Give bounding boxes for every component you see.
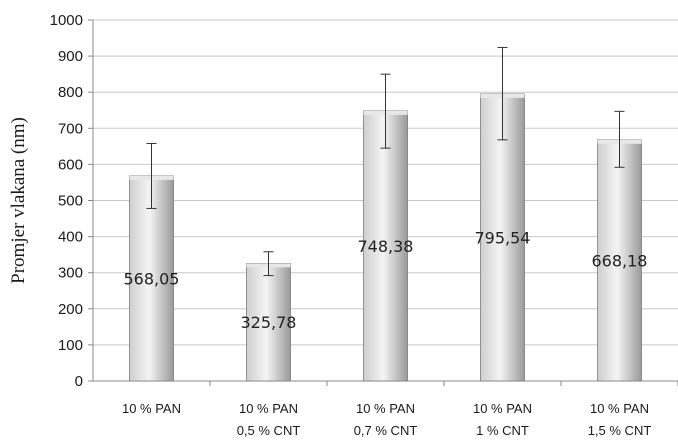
y-tick-label: 400: [58, 229, 83, 246]
y-tick-label: 700: [58, 120, 83, 137]
bar: [246, 262, 291, 382]
data-label: 568,05: [124, 269, 180, 288]
bar: [597, 139, 642, 382]
data-label: 668,18: [592, 251, 648, 270]
data-label: 795,54: [475, 228, 531, 247]
x-category-label: 0,7 % CNT: [354, 423, 418, 438]
x-category-label: 1 % CNT: [476, 423, 529, 438]
data-label: 325,78: [241, 313, 297, 332]
x-category-label: 0,5 % CNT: [237, 423, 301, 438]
bar: [129, 175, 174, 382]
y-tick-label: 200: [58, 301, 83, 318]
x-category-label: 10 % PAN: [590, 401, 649, 416]
y-tick-label: 500: [58, 193, 83, 210]
y-axis-title: Promjer vlakana (nm): [8, 117, 29, 284]
x-category-label: 10 % PAN: [239, 401, 298, 416]
y-tick-label: 600: [58, 156, 83, 173]
x-category-label: 10 % PAN: [473, 401, 532, 416]
bar: [480, 93, 525, 382]
data-label: 748,38: [358, 237, 414, 256]
y-tick-label: 0: [75, 373, 83, 390]
x-category-label: 10 % PAN: [122, 401, 181, 416]
bar: [363, 110, 408, 382]
y-tick-label: 800: [58, 84, 83, 101]
labels: 0 100 200 300 400 500 600 700 800 900 1000 568,05 10…: [50, 12, 652, 438]
y-tick-label: 900: [58, 48, 83, 65]
y-tick-label: 300: [58, 265, 83, 282]
y-tick-label: 1000: [50, 12, 83, 29]
x-category-label: 1,5 % CNT: [588, 423, 652, 438]
y-tick-label: 100: [58, 337, 83, 354]
x-category-label: 10 % PAN: [356, 401, 415, 416]
bars: [129, 46, 642, 382]
